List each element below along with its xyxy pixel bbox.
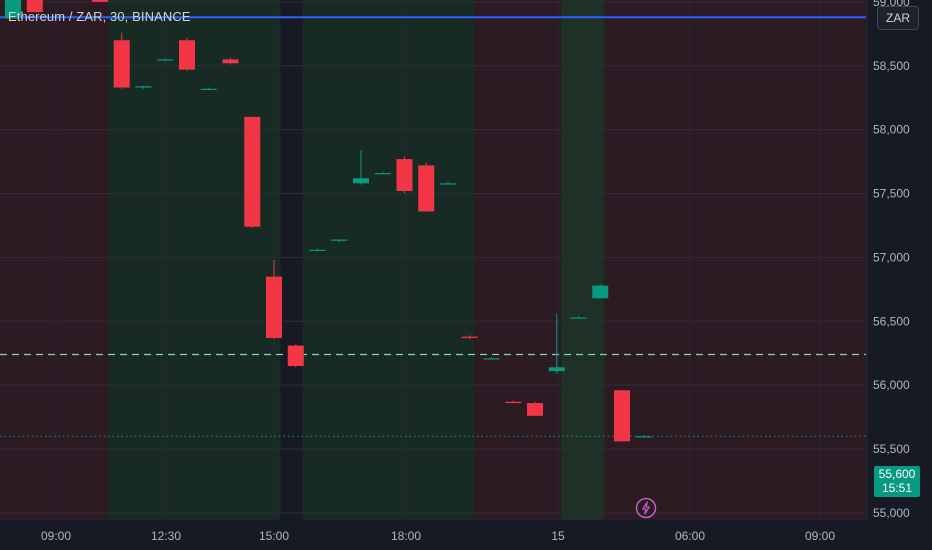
y-tick-label: 55,500 <box>873 442 910 456</box>
x-tick-label: 12:30 <box>151 529 181 543</box>
candle <box>244 116 261 227</box>
session-zone <box>604 0 866 520</box>
x-tick-label: 06:00 <box>675 529 705 543</box>
candle <box>527 403 543 416</box>
last-price-value: 55,600 <box>878 467 916 481</box>
y-tick-label: 58,000 <box>873 123 910 137</box>
candle <box>353 178 369 184</box>
bar-countdown: 15:51 <box>881 481 913 495</box>
candle <box>26 0 43 13</box>
y-tick-label: 56,500 <box>873 314 910 328</box>
candle <box>287 345 304 366</box>
candle <box>266 276 282 338</box>
candle <box>461 336 478 338</box>
candle <box>5 0 21 19</box>
candle <box>92 0 108 2</box>
last-price-badge: 55,600 15:51 <box>874 466 920 497</box>
candle <box>179 40 195 70</box>
session-zone <box>561 0 605 520</box>
candle <box>418 165 435 212</box>
candle <box>483 358 500 360</box>
candle <box>222 59 239 64</box>
x-tick-label: 18:00 <box>391 529 421 543</box>
x-tick-label: 15:00 <box>259 529 289 543</box>
lightning-icon[interactable] <box>635 497 657 519</box>
x-tick-label: 15 <box>551 529 565 543</box>
session-zone <box>0 0 109 520</box>
symbol-title[interactable]: Ethereum / ZAR, 30, BINANCE <box>8 9 191 24</box>
y-tick-label: 57,000 <box>873 250 910 264</box>
y-tick-label: 59,000 <box>873 0 910 9</box>
y-tick-label: 56,000 <box>873 378 910 392</box>
y-tick-label: 57,500 <box>873 187 910 201</box>
candle <box>331 239 348 241</box>
candle <box>614 390 630 442</box>
x-tick-label: 09:00 <box>805 529 835 543</box>
candle <box>157 59 174 61</box>
x-tick-label: 09:00 <box>41 529 71 543</box>
candle <box>592 285 609 299</box>
candle <box>505 401 522 404</box>
candle <box>570 317 587 319</box>
currency-button[interactable]: ZAR <box>877 6 919 30</box>
candle <box>200 88 217 91</box>
session-zone <box>108 0 281 520</box>
candle <box>440 183 456 185</box>
session-zone <box>474 0 562 520</box>
candle <box>635 436 652 438</box>
y-tick-label: 58,500 <box>873 59 910 73</box>
candle <box>374 173 391 175</box>
candle <box>135 86 152 88</box>
session-zone <box>302 0 475 520</box>
y-tick-label: 55,000 <box>873 506 910 520</box>
candle <box>113 40 130 88</box>
candle <box>548 367 565 372</box>
candle <box>396 159 413 191</box>
candle <box>309 249 326 251</box>
